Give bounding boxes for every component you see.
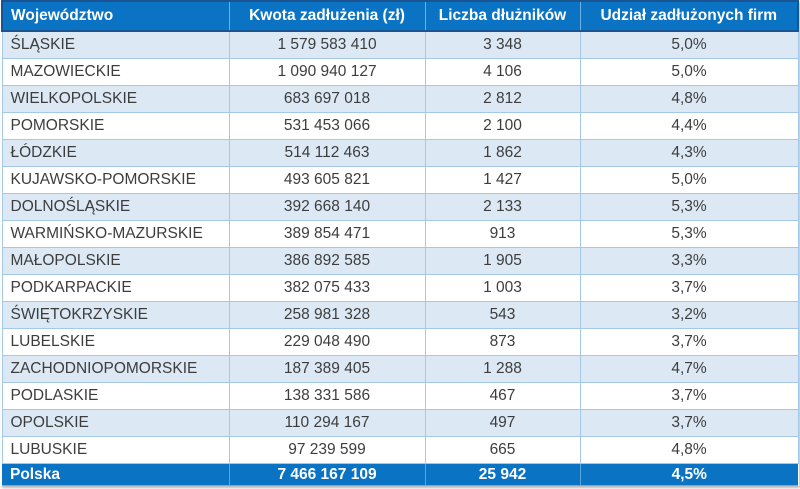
- share-cell: 3,2%: [579, 301, 799, 329]
- header-row: Województwo Kwota zadłużenia (zł) Liczba…: [1, 0, 799, 32]
- debtors-cell: 1 862: [424, 139, 581, 167]
- debtors-cell: 4 106: [424, 58, 581, 86]
- table-row: DOLNOŚLĄSKIE 392 668 140 2 133 5,3%: [1, 193, 799, 221]
- share-cell: 4,8%: [579, 436, 799, 464]
- region-cell: WARMIŃSKO-MAZURSKIE: [1, 220, 230, 248]
- region-cell: LUBUSKIE: [1, 436, 230, 464]
- debt-cell: 97 239 599: [228, 436, 426, 464]
- table-row: ŚWIĘTOKRZYSKIE 258 981 328 543 3,2%: [1, 301, 799, 329]
- debtors-cell: 913: [424, 220, 581, 248]
- debtors-cell: 497: [424, 409, 581, 437]
- region-cell: PODLASKIE: [1, 382, 230, 410]
- debt-cell: 1 579 583 410: [228, 30, 426, 59]
- debt-cell: 382 075 433: [228, 274, 426, 302]
- share-cell: 5,0%: [579, 30, 799, 59]
- table-footer: Polska 7 466 167 109 25 942 4,5%: [2, 463, 798, 486]
- share-cell: 3,7%: [579, 328, 799, 356]
- region-cell: LUBELSKIE: [1, 328, 230, 356]
- region-cell: WIELKOPOLSKIE: [1, 85, 230, 113]
- table-row: PODKARPACKIE 382 075 433 1 003 3,7%: [1, 274, 799, 302]
- column-header-region: Województwo: [1, 0, 229, 32]
- region-cell: DOLNOŚLĄSKIE: [1, 193, 230, 221]
- share-cell: 5,0%: [579, 166, 799, 194]
- region-cell: ŁÓDZKIE: [1, 139, 230, 167]
- debtors-cell: 1 288: [424, 355, 581, 383]
- debt-cell: 386 892 585: [228, 247, 426, 275]
- region-cell: OPOLSKIE: [1, 409, 230, 437]
- region-cell: ŚLĄSKIE: [1, 30, 230, 59]
- column-header-debt: Kwota zadłużenia (zł): [228, 0, 425, 32]
- debt-cell: 683 697 018: [228, 85, 426, 113]
- table-row: LUBUSKIE 97 239 599 665 4,8%: [1, 436, 799, 464]
- table-row: WARMIŃSKO-MAZURSKIE 389 854 471 913 5,3%: [1, 220, 799, 248]
- debtors-cell: 2 812: [424, 85, 581, 113]
- table-row: OPOLSKIE 110 294 167 497 3,7%: [1, 409, 799, 437]
- table-body: ŚLĄSKIE 1 579 583 410 3 348 5,0% MAZOWIE…: [1, 30, 799, 464]
- table-row: MAŁOPOLSKIE 386 892 585 1 905 3,3%: [1, 247, 799, 275]
- share-cell: 4,3%: [579, 139, 799, 167]
- share-cell: 5,3%: [579, 193, 799, 221]
- table-row: ŚLĄSKIE 1 579 583 410 3 348 5,0%: [1, 30, 799, 59]
- footer-debtors-cell: 25 942: [424, 463, 580, 486]
- footer-region-cell: Polska: [2, 463, 229, 486]
- debtors-cell: 873: [424, 328, 581, 356]
- region-cell: ZACHODNIOPOMORSKIE: [1, 355, 230, 383]
- region-cell: KUJAWSKO-POMORSKIE: [1, 166, 230, 194]
- debtors-cell: 543: [424, 301, 581, 329]
- table-row: KUJAWSKO-POMORSKIE 493 605 821 1 427 5,0…: [1, 166, 799, 194]
- table-row: MAZOWIECKIE 1 090 940 127 4 106 5,0%: [1, 58, 799, 86]
- region-cell: PODKARPACKIE: [1, 274, 230, 302]
- region-cell: ŚWIĘTOKRZYSKIE: [1, 301, 230, 329]
- debtors-cell: 1 427: [424, 166, 581, 194]
- share-cell: 4,4%: [579, 112, 799, 140]
- debtors-cell: 467: [424, 382, 581, 410]
- share-cell: 5,0%: [579, 58, 799, 86]
- column-header-debtors: Liczba dłużników: [424, 0, 580, 32]
- table-row: ŁÓDZKIE 514 112 463 1 862 4,3%: [1, 139, 799, 167]
- debtors-cell: 2 100: [424, 112, 581, 140]
- region-cell: MAŁOPOLSKIE: [1, 247, 230, 275]
- debtors-cell: 3 348: [424, 30, 581, 59]
- debt-cell: 493 605 821: [228, 166, 426, 194]
- share-cell: 4,7%: [579, 355, 799, 383]
- region-cell: POMORSKIE: [1, 112, 230, 140]
- debt-cell: 389 854 471: [228, 220, 426, 248]
- table-header: Województwo Kwota zadłużenia (zł) Liczba…: [1, 0, 799, 32]
- share-cell: 5,3%: [579, 220, 799, 248]
- debt-cell: 187 389 405: [228, 355, 426, 383]
- debt-cell: 1 090 940 127: [228, 58, 426, 86]
- debtors-cell: 1 003: [424, 274, 581, 302]
- debt-cell: 138 331 586: [228, 382, 426, 410]
- share-cell: 3,7%: [579, 409, 799, 437]
- debtors-cell: 2 133: [424, 193, 581, 221]
- share-cell: 4,8%: [579, 85, 799, 113]
- footer-share-cell: 4,5%: [579, 463, 798, 486]
- debtors-cell: 1 905: [424, 247, 581, 275]
- debt-cell: 258 981 328: [228, 301, 426, 329]
- footer-row-polska: Polska 7 466 167 109 25 942 4,5%: [2, 463, 798, 486]
- debt-cell: 110 294 167: [228, 409, 426, 437]
- debt-cell: 229 048 490: [228, 328, 426, 356]
- table-row: ZACHODNIOPOMORSKIE 187 389 405 1 288 4,7…: [1, 355, 799, 383]
- share-cell: 3,3%: [579, 247, 799, 275]
- table-row: LUBELSKIE 229 048 490 873 3,7%: [1, 328, 799, 356]
- table-row: PODLASKIE 138 331 586 467 3,7%: [1, 382, 799, 410]
- debt-cell: 531 453 066: [228, 112, 426, 140]
- share-cell: 3,7%: [579, 382, 799, 410]
- debtors-cell: 665: [424, 436, 581, 464]
- share-cell: 3,7%: [579, 274, 799, 302]
- debt-cell: 514 112 463: [228, 139, 426, 167]
- debt-cell: 392 668 140: [228, 193, 426, 221]
- table-row: WIELKOPOLSKIE 683 697 018 2 812 4,8%: [1, 85, 799, 113]
- region-cell: MAZOWIECKIE: [1, 58, 230, 86]
- footer-debt-cell: 7 466 167 109: [228, 463, 425, 486]
- table-row: POMORSKIE 531 453 066 2 100 4,4%: [1, 112, 799, 140]
- column-header-share: Udział zadłużonych firm: [579, 0, 799, 32]
